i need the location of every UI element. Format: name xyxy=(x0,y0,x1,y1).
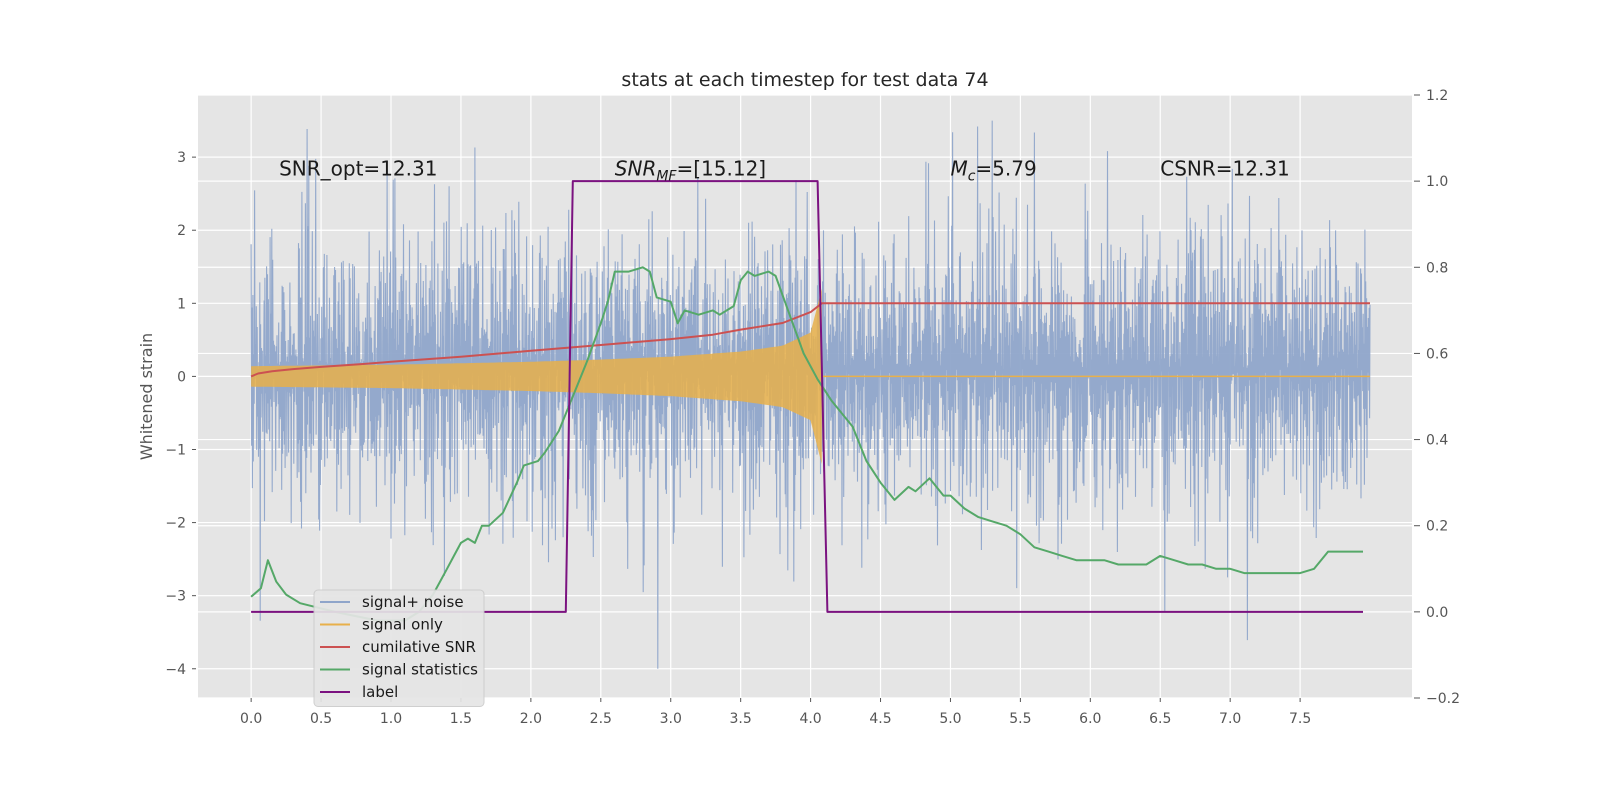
legend-label: signal only xyxy=(362,616,443,634)
x-tick-label: 1.0 xyxy=(380,711,402,727)
y2-tick-label: −0.2 xyxy=(1426,691,1460,707)
y2-tick-label: 1.2 xyxy=(1426,88,1448,104)
chart-title: stats at each timestep for test data 74 xyxy=(621,69,988,91)
legend-label: cumilative SNR xyxy=(362,638,476,656)
x-tick-label: 6.5 xyxy=(1149,711,1171,727)
x-tick-label: 5.0 xyxy=(939,711,961,727)
legend: signal+ noise signal only cumilative SNR si… xyxy=(313,589,485,707)
annotation-0: SNR_opt=12.31 xyxy=(279,156,437,180)
y-tick-label: 1 xyxy=(177,296,186,312)
x-tick-label: 3.5 xyxy=(730,711,752,727)
x-tick-label: 4.0 xyxy=(799,711,821,727)
y-tick-label: 0 xyxy=(177,369,186,385)
y2-tick-label: 0.4 xyxy=(1426,433,1448,449)
legend-box xyxy=(313,589,485,707)
x-tick-label: 7.5 xyxy=(1289,711,1311,727)
y2-tick-label: 0.2 xyxy=(1426,519,1448,535)
x-tick-label: 6.0 xyxy=(1079,711,1101,727)
legend-label: signal+ noise xyxy=(362,593,464,611)
y2-tick-label: 0.0 xyxy=(1426,605,1448,621)
axes-ticks: 0.0 0.5 1.0 1.5 2.0 2.5 3.0 3.5 4.0 4.5 5.0 5.5 6.0 6… xyxy=(165,88,1460,727)
x-tick-label: 3.0 xyxy=(660,711,682,727)
annotation-value: =5.79 xyxy=(975,156,1036,180)
annotations: SNR_opt=12.31 SNRMF=[15.12] Mc=5.79 CSNR=12… xyxy=(279,156,1290,184)
series-3-line xyxy=(250,266,1363,622)
legend-label: signal statistics xyxy=(362,661,478,679)
y2-tick-label: 0.8 xyxy=(1426,260,1448,276)
annotation-value: =[15.12] xyxy=(676,156,766,180)
x-tick-label: 0.5 xyxy=(310,711,332,727)
y-axis-label: Whitened strain xyxy=(137,333,156,460)
annotation-main: M xyxy=(950,156,967,180)
annotation-1: SNRMF=[15.12] xyxy=(615,156,766,184)
legend-label: label xyxy=(362,683,398,701)
y-tick-label: −3 xyxy=(165,589,186,605)
annotation-main: SNR xyxy=(615,156,657,180)
x-tick-label: 5.5 xyxy=(1009,711,1031,727)
x-tick-label: 1.5 xyxy=(450,711,472,727)
y-tick-label: 2 xyxy=(177,223,186,239)
series-4-line xyxy=(251,180,1363,613)
annotation-3: CSNR=12.31 xyxy=(1160,156,1290,180)
y-tick-label: −4 xyxy=(165,662,186,678)
x-tick-label: 2.5 xyxy=(590,711,612,727)
annotation-subscript: MF xyxy=(656,168,677,184)
x-tick-label: 0.0 xyxy=(240,711,262,727)
x-tick-label: 2.0 xyxy=(520,711,542,727)
x-tick-label: 4.5 xyxy=(869,711,891,727)
series-1-signal-only-envelope xyxy=(251,288,822,465)
x-tick-label: 7.0 xyxy=(1219,711,1241,727)
annotation-subscript: c xyxy=(968,168,976,184)
y-tick-label: −1 xyxy=(165,442,186,458)
y-tick-label: −2 xyxy=(165,516,186,532)
y2-tick-label: 1.0 xyxy=(1426,174,1448,190)
y-tick-label: 3 xyxy=(177,150,186,166)
annotation-2: Mc=5.79 xyxy=(950,156,1036,184)
series-layer xyxy=(250,120,1371,669)
y2-tick-label: 0.6 xyxy=(1426,346,1448,362)
